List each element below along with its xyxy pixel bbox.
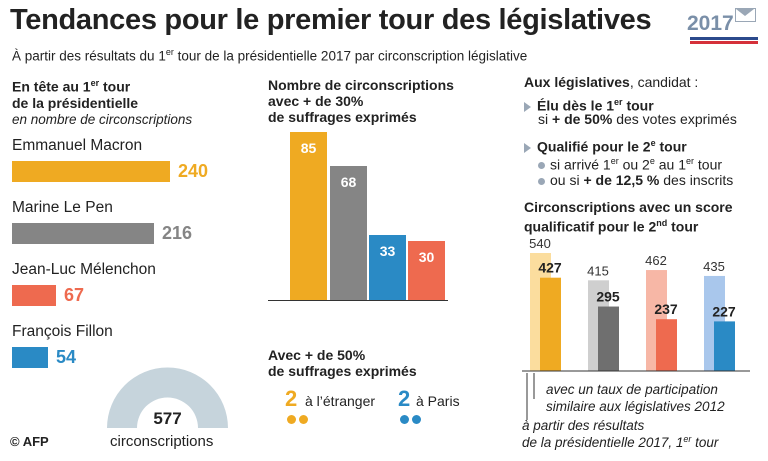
over30-bar-value: 30 [418,249,435,265]
semicircle-shape [107,367,228,428]
paris-label: à Paris [416,393,460,409]
over30-bar-value: 68 [340,174,357,190]
qualified-condition-2: ou si + de 12,5 % des inscrits [538,172,733,189]
leader-bar [12,285,56,306]
over30-bar-value: 33 [379,243,396,259]
candidate-name: François Fillon [12,323,113,340]
total-circonscriptions-value: 577 [153,409,182,428]
over30-bar: 68 [330,166,367,300]
page-title: Tendances pour le premier tour des légis… [10,4,652,36]
leader-bar-value: 54 [56,347,77,367]
unit-note: en nombre de circonscriptions [12,112,193,127]
over30-bar: 33 [369,235,406,300]
candidate-name: Jean-Luc Mélenchon [12,261,156,278]
leader-bar [12,223,154,244]
candidate-name: Emmanuel Macron [12,137,143,154]
page-subtitle: À partir des résultats du 1er tour de la… [12,47,528,64]
qualifying-bar-dark-value: 427 [538,260,562,276]
qualifying-bar-dark [540,277,561,371]
qualifying-bar-light-value: 540 [529,236,551,251]
bullet-icon [538,162,545,170]
qualifying-bar-dark [656,319,677,371]
leader-bar [12,161,170,182]
participation-note-line1: avec un taux de participation [546,382,718,397]
qualifying-bar-dark [714,321,735,371]
left-heading: En tête au 1er tour de la présidentielle [12,78,139,111]
qualifying-bar-dark-value: 237 [654,301,678,317]
triangle-icon [524,142,531,153]
logo-stripe-red [690,41,758,44]
abroad-count: 2 [285,386,298,411]
qualifying-bar-chart: 540 427 415 295 462 237 435 227 avec un taux de … [522,236,750,450]
election-2017-logo: 2017 [687,12,734,35]
leader-bar-value: 216 [162,223,193,243]
participation-note-line2: similaire aux législatives 2012 [546,399,725,414]
bullet-icon [538,177,545,185]
qualifying-bar-light-value: 415 [587,263,609,278]
qualified-rule: Qualifié pour le 2e tour [524,135,687,156]
triangle-icon [524,101,531,112]
over30-bar: 30 [408,241,445,300]
legislatives-heading: Aux législatives, candidat : [524,74,699,90]
logo-stripe-blue [690,37,758,40]
source-note-line1: à partir des résultats [522,418,645,433]
elected-rule: Élu dès le 1er tour [524,94,654,115]
paris-count: 2 [398,386,411,411]
total-circonscriptions-label: circonscriptions [110,433,214,450]
afp-credit: © AFP [10,434,49,449]
abroad-label: à l’étranger [305,393,376,409]
elected-condition: si + de 50% des votes exprimés [538,111,737,127]
semicircle-577 [107,367,228,428]
middle-heading: Nombre de circonscriptions avec + de 30%… [268,77,454,125]
paris-dots [400,411,424,429]
qualifying-bar-dark-value: 227 [712,303,736,319]
over30-bar-value: 85 [300,140,317,156]
qualifying-bar-dark-value: 295 [596,289,620,305]
qualifying-bar-light-value: 435 [703,259,725,274]
leader-bar-value: 240 [178,161,209,181]
candidate-name: Marine Le Pen [12,199,113,216]
qualifying-bar-light-value: 462 [645,253,667,268]
envelope-icon [735,8,756,22]
leader-bar-value: 67 [64,285,85,305]
qualified-condition-1: si arrivé 1er ou 2e au 1er tour [538,153,722,174]
over30-bar: 85 [290,132,327,300]
abroad-dots [287,411,311,429]
over50-heading: Avec + de 50% de suffrages exprimés [268,347,417,379]
leader-bar [12,347,48,368]
qualifying-bar-dark [598,306,619,371]
source-note-line2: de la présidentielle 2017, 1er tour [522,434,719,450]
over30-baseline [268,300,448,301]
qualifying-chart-title: Circonscriptions avec un score qualifica… [524,199,733,235]
